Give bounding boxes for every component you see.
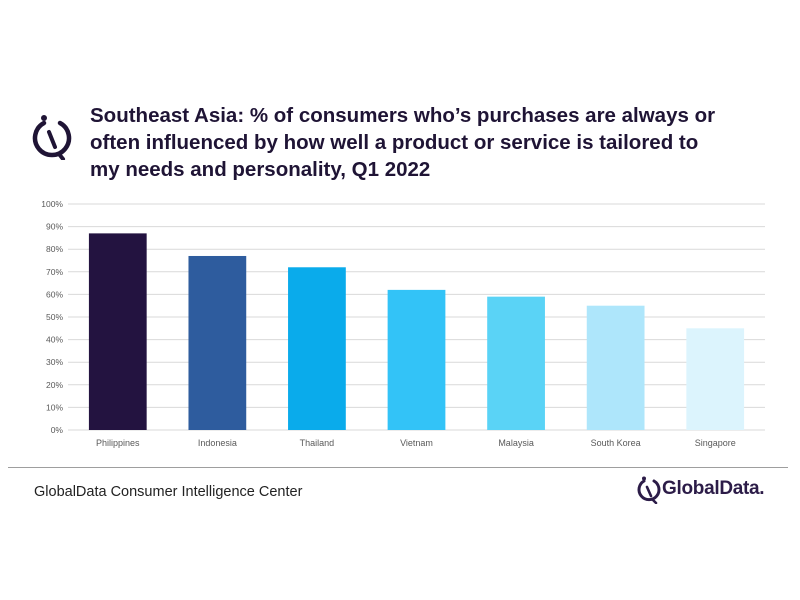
chart-title: Southeast Asia: % of consumers who’s pur… [90, 102, 780, 183]
y-tick-label: 100% [41, 199, 63, 209]
bar [387, 289, 446, 430]
y-tick-label: 70% [46, 267, 63, 277]
x-tick-label: Philippines [96, 438, 140, 448]
chart-title-line-2: often influenced by how well a product o… [90, 131, 699, 154]
y-tick-label: 10% [46, 402, 63, 412]
bar [188, 255, 247, 430]
bar [586, 305, 645, 430]
bar [288, 267, 346, 430]
y-tick-label: 0% [51, 425, 64, 435]
chart-title-line-1: Southeast Asia: % of consumers who’s pur… [90, 104, 716, 127]
globaldata-small-icon [637, 476, 661, 504]
chart-title-line-3: my needs and personality, Q1 2022 [90, 158, 431, 181]
y-tick-label: 20% [46, 380, 63, 390]
y-tick-label: 50% [46, 312, 63, 322]
x-tick-label: Malaysia [498, 438, 534, 448]
globaldata-logo-icon [32, 115, 72, 160]
brand-logo: GlobalData. [636, 476, 786, 506]
x-tick-label: Thailand [300, 438, 335, 448]
source-text: GlobalData Consumer Intelligence Center [34, 484, 303, 500]
y-tick-label: 40% [46, 335, 63, 345]
bar [88, 233, 147, 430]
x-tick-label: Vietnam [400, 438, 433, 448]
brand-name: GlobalData. [662, 478, 765, 499]
y-tick-label: 30% [46, 357, 63, 367]
bar-chart: 0% 10% 20% 30% 40% 50% 60% 70% 80% 90% 100% Philipp… [41, 199, 765, 448]
bar [487, 296, 545, 430]
x-tick-label: South Korea [591, 438, 641, 448]
footer-divider [8, 467, 788, 468]
y-tick-label: 80% [46, 244, 63, 254]
x-tick-label: Indonesia [198, 438, 237, 448]
bar [686, 328, 745, 430]
y-tick-label: 60% [46, 289, 63, 299]
y-tick-label: 90% [46, 222, 63, 232]
x-tick-label: Singapore [695, 438, 736, 448]
